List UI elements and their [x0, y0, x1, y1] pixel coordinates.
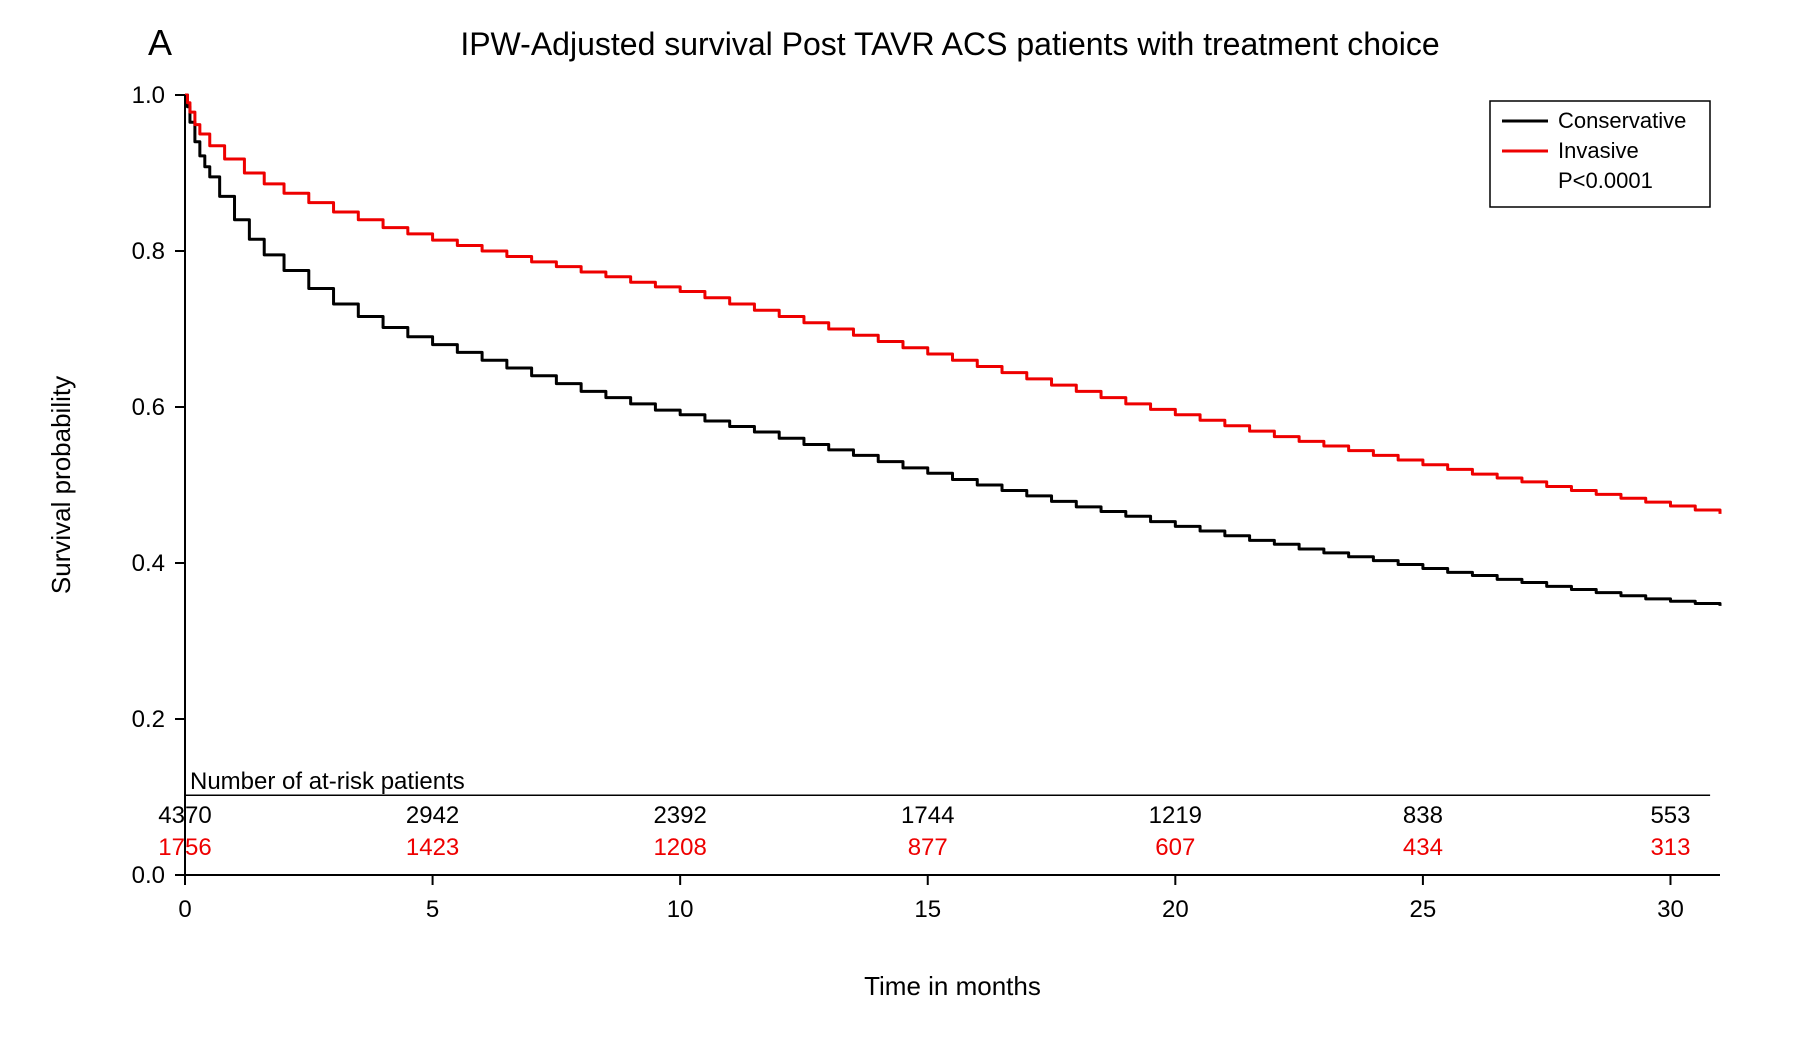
risk-value: 1756: [158, 834, 211, 861]
x-tick-label: 20: [1162, 896, 1189, 923]
risk-value: 607: [1155, 834, 1195, 861]
x-tick-label: 25: [1410, 896, 1437, 923]
legend-pvalue: P<0.0001: [1558, 168, 1653, 193]
chart-title: IPW-Adjusted survival Post TAVR ACS pati…: [460, 26, 1439, 62]
y-tick-label: 0.2: [132, 706, 165, 733]
x-tick-label: 15: [914, 896, 941, 923]
x-axis: 0 5 10 15 20 25 30: [178, 875, 1720, 923]
risk-value: 877: [908, 834, 948, 861]
risk-value: 2392: [653, 802, 706, 829]
risk-value: 313: [1650, 834, 1690, 861]
y-tick-label: 1.0: [132, 82, 165, 109]
risk-value: 434: [1403, 834, 1443, 861]
y-axis-label: Survival probability: [46, 376, 76, 594]
y-tick-label: 0.6: [132, 394, 165, 421]
legend-item-label: Conservative: [1558, 108, 1686, 133]
risk-value: 1423: [406, 834, 459, 861]
y-tick-label: 0.0: [132, 862, 165, 889]
risk-value: 1219: [1149, 802, 1202, 829]
x-tick-label: 10: [667, 896, 694, 923]
legend-item-label: Invasive: [1558, 138, 1639, 163]
at-risk-table: Number of at-risk patients 4370 2942 2392 17…: [158, 768, 1710, 861]
panel-letter: A: [148, 22, 172, 63]
y-tick-label: 0.8: [132, 238, 165, 265]
x-tick-label: 0: [178, 896, 191, 923]
risk-value: 1208: [653, 834, 706, 861]
legend: Conservative Invasive P<0.0001: [1490, 101, 1710, 207]
risk-value: 553: [1650, 802, 1690, 829]
x-tick-label: 30: [1657, 896, 1684, 923]
x-tick-label: 5: [426, 896, 439, 923]
risk-table-title: Number of at-risk patients: [190, 768, 465, 795]
risk-value: 2942: [406, 802, 459, 829]
x-axis-label: Time in months: [864, 971, 1041, 1001]
risk-value: 1744: [901, 802, 954, 829]
y-tick-label: 0.4: [132, 550, 165, 577]
risk-value: 4370: [158, 802, 211, 829]
risk-value: 838: [1403, 802, 1443, 829]
y-axis: 0.0 0.2 0.4 0.6 0.8 1.0: [132, 82, 185, 889]
